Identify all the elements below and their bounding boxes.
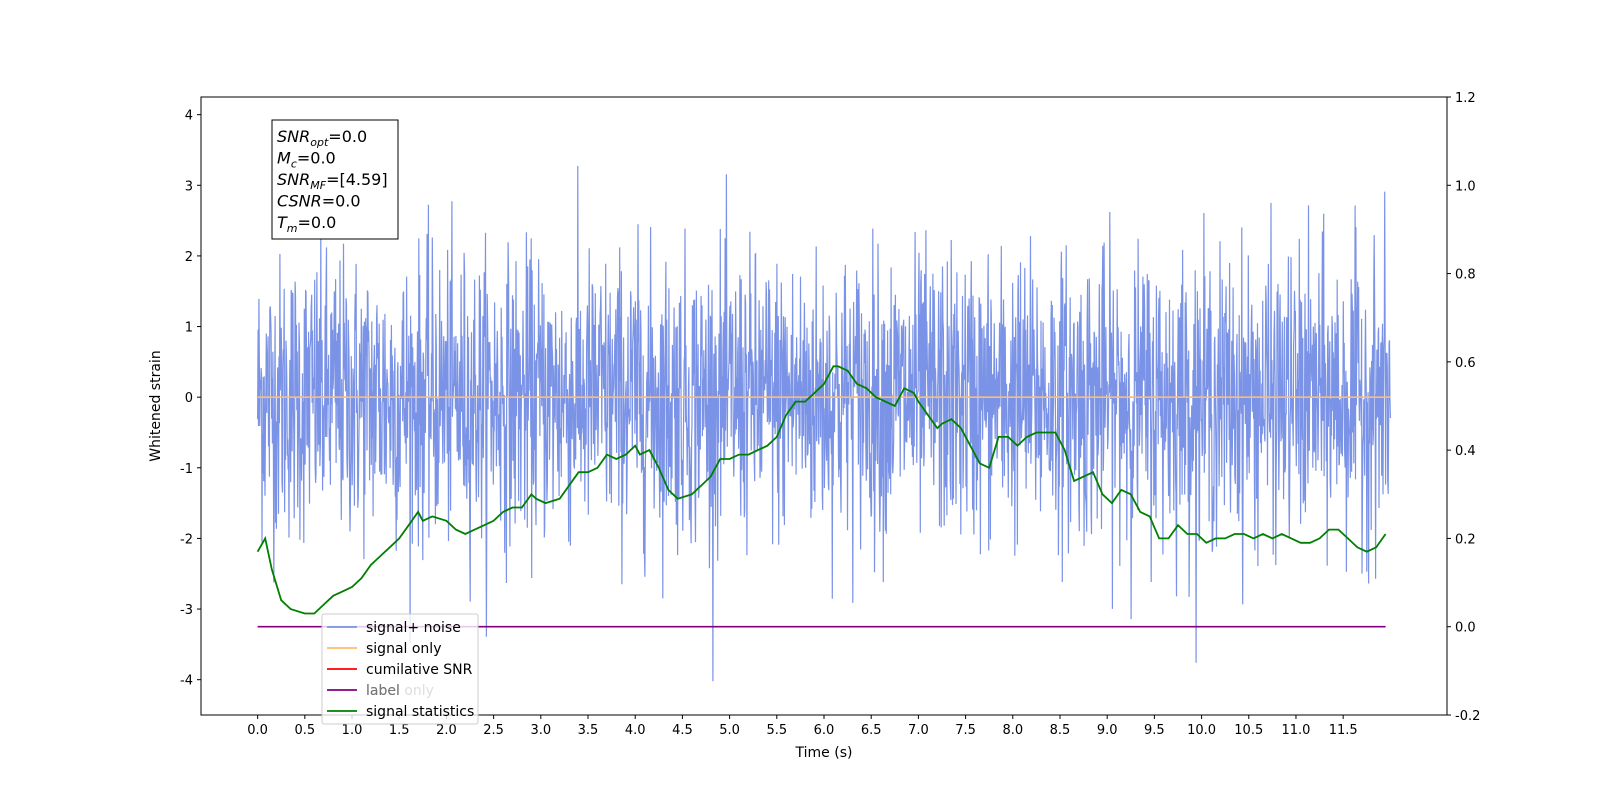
left-y-tick-label: -2 [180,532,193,547]
stats-value: =[4.59] [326,170,388,189]
legend-label: signal+ noise [366,620,461,636]
x-tick-label: 6.0 [814,723,835,738]
stats-value: =0.0 [297,149,336,168]
x-tick-label: 3.0 [530,723,551,738]
stats-subscript: MF [310,179,326,192]
legend: signal+ noise signal only cumilative SNR la… [321,613,479,725]
series-signal-statistics-line [256,365,1387,615]
left-y-tick-label: 0 [185,391,193,406]
left-y-tick-label: 4 [185,109,193,124]
right-y-tick-label: 1.2 [1455,91,1476,106]
stats-value: =0.0 [328,127,367,146]
x-tick-label: 0.0 [247,723,268,738]
y-axis-label: Whitened strain [148,350,164,461]
right-y-tick-label: 0.4 [1455,444,1476,459]
x-axis-ticks: 0.0 0.5 1.0 1.5 2.0 2.5 3.0 3.5 4.0 4.5 5.0 5.5 6.0 6… [247,715,1358,738]
x-tick-label: 1.0 [342,723,363,738]
right-y-tick-label: 0.0 [1455,621,1476,636]
left-y-tick-label: 2 [185,250,193,265]
x-tick-label: 7.0 [908,723,929,738]
legend-frame [321,613,479,725]
stats-line: CSNR=0.0 [277,192,361,211]
x-tick-label: 5.5 [766,723,787,738]
left-y-tick-label: -4 [180,674,193,689]
x-tick-label: 4.5 [672,723,693,738]
x-tick-label: 11.0 [1281,723,1310,738]
right-y-tick-label: 0.2 [1455,532,1476,547]
x-axis-label: Time (s) [795,745,853,761]
x-tick-label: 8.5 [1050,723,1071,738]
left-y-tick-label: -3 [180,603,193,618]
left-y-axis-ticks: -4 -3 -2 -1 0 1 2 3 4 [180,109,201,689]
x-tick-label: 2.5 [483,723,504,738]
right-y-tick-label: 0.6 [1455,356,1476,371]
x-tick-label: 9.0 [1097,723,1118,738]
x-tick-label: 9.5 [1144,723,1165,738]
x-tick-label: 4.0 [625,723,646,738]
left-y-tick-label: -1 [180,462,193,477]
stats-box: SNRopt=0.0Mc=0.0SNRMF=[4.59]CSNR=0.0Tm=0… [271,119,399,240]
stats-symbol: SNR [277,127,310,146]
x-tick-label: 0.5 [294,723,315,738]
stats-symbol: T [277,213,288,232]
stats-value: =0.0 [322,192,361,211]
stats-box-frame [271,119,399,240]
x-tick-label: 5.0 [719,723,740,738]
x-tick-label: 10.0 [1187,723,1216,738]
stats-subscript: m [287,222,298,235]
right-y-tick-label: 0.8 [1455,268,1476,283]
right-y-tick-label: -0.2 [1455,709,1480,724]
legend-label-hidden: label only [366,683,434,699]
stats-subscript: opt [310,136,329,149]
x-tick-label: 1.5 [389,723,410,738]
noise-series [257,165,1391,682]
stats-subscript: c [291,158,297,171]
legend-label: signal statistics [366,704,474,720]
stats-line: Tm=0.0 [277,213,336,235]
stats-value: =0.0 [298,213,337,232]
legend-label: signal only [366,641,441,657]
x-tick-label: 11.5 [1329,723,1358,738]
stats-line: SNRMF=[4.59] [277,170,388,192]
left-y-tick-label: 1 [185,321,193,336]
stats-symbol: CSNR [277,192,322,211]
x-tick-label: 8.0 [1002,723,1023,738]
series-signal-noise-line [257,165,1391,682]
x-tick-label: 7.5 [955,723,976,738]
right-y-tick-label: 1.0 [1455,179,1476,194]
left-y-tick-label: 3 [185,179,193,194]
x-tick-label: 10.5 [1234,723,1263,738]
stats-symbol: M [277,149,291,168]
stats-line: Mc=0.0 [277,149,336,171]
x-tick-label: 2.0 [436,723,457,738]
x-tick-label: 3.5 [578,723,599,738]
stats-symbol: SNR [277,170,310,189]
x-tick-label: 6.5 [861,723,882,738]
right-y-axis-ticks: -0.2 0.0 0.2 0.4 0.6 0.8 1.0 1.2 [1447,91,1480,724]
legend-label: label [366,683,400,699]
stats-line: SNRopt=0.0 [277,127,367,149]
legend-label: cumilative SNR [366,662,473,678]
